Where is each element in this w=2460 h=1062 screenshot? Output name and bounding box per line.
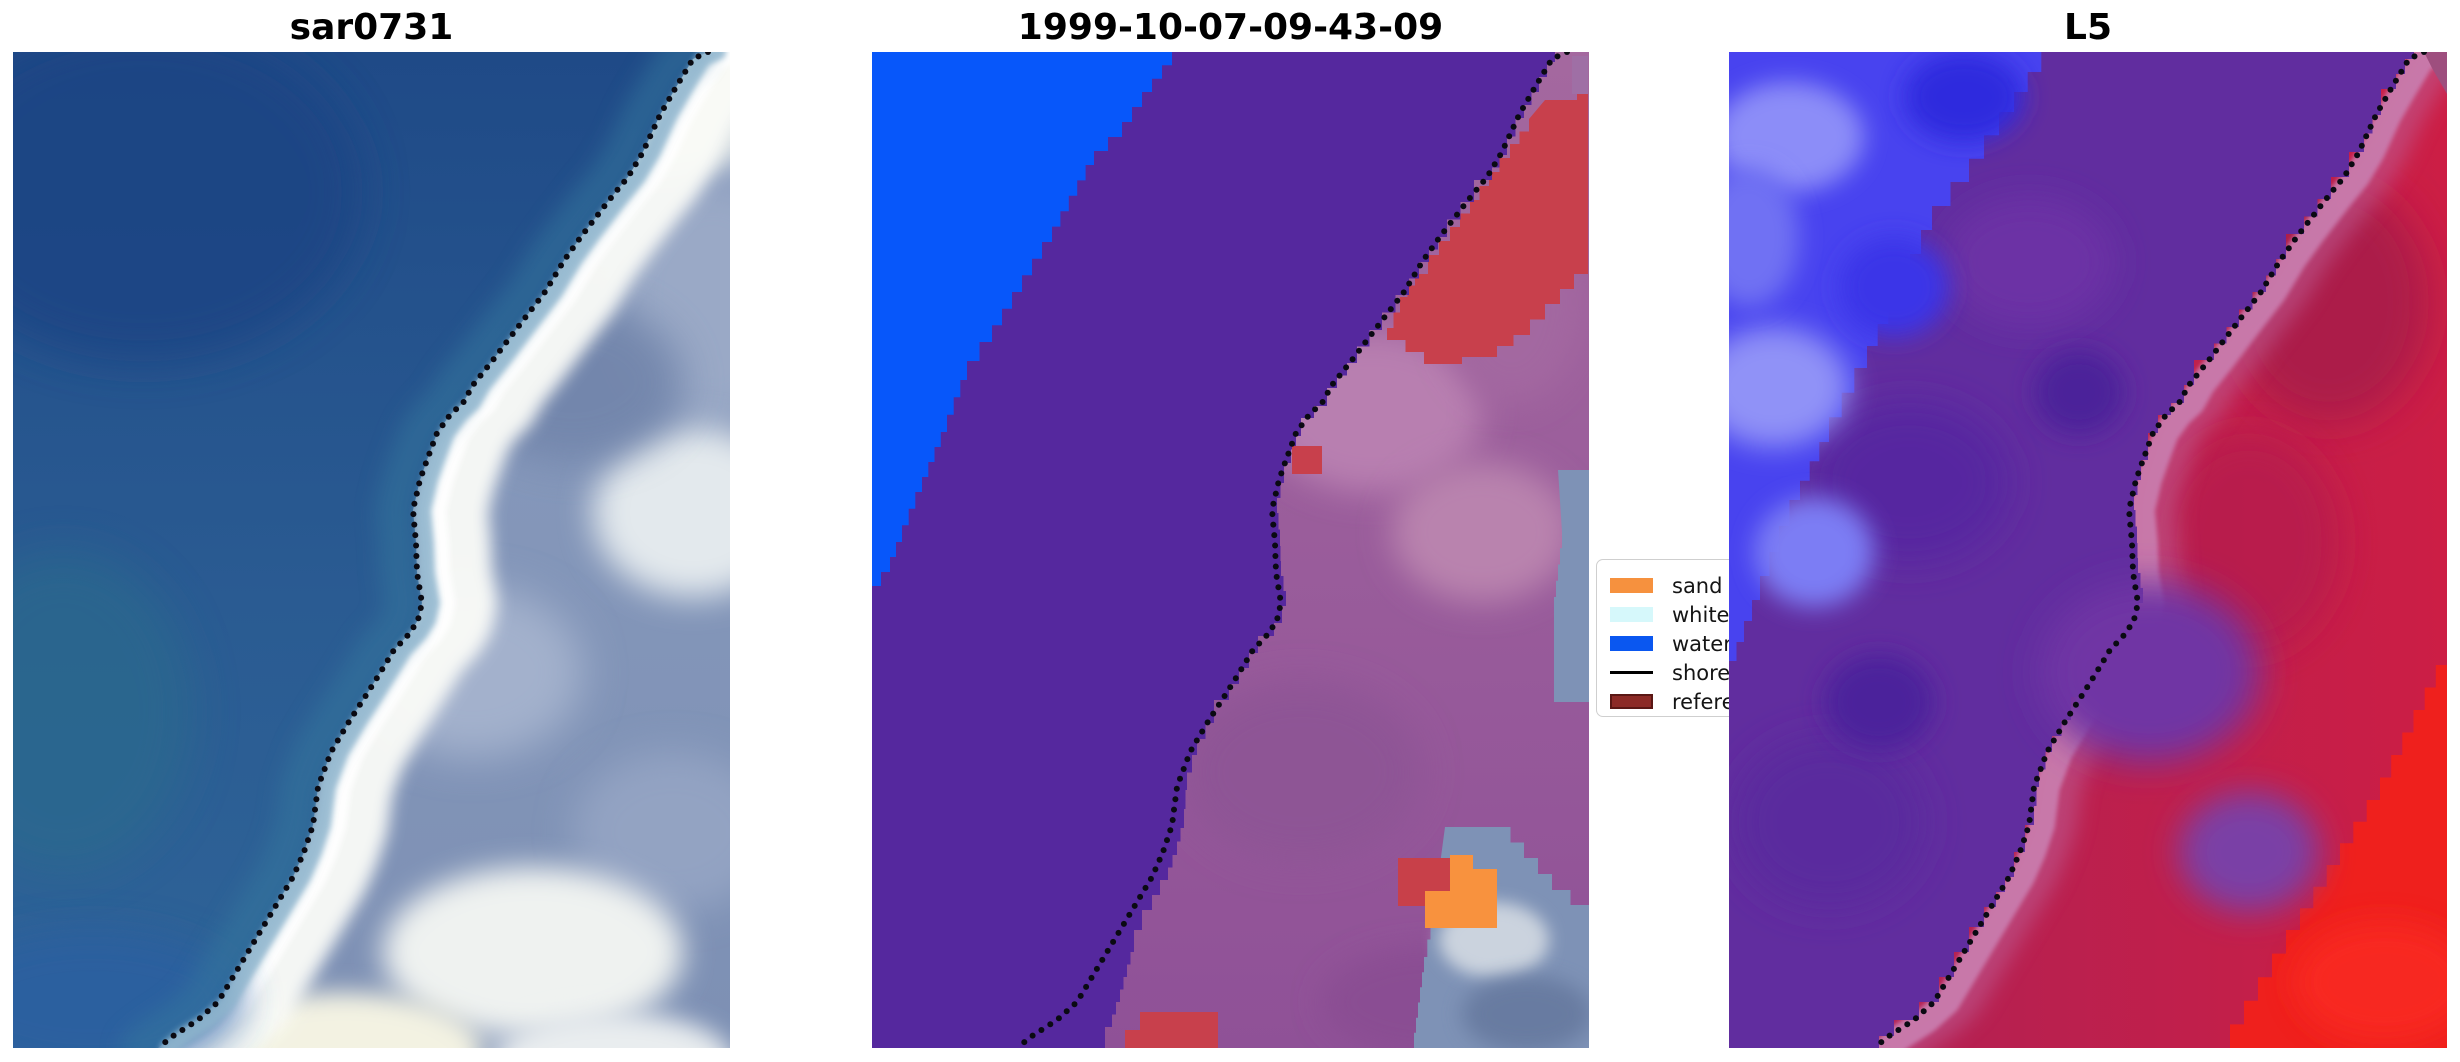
legend-item-water: water bbox=[1610, 629, 1800, 658]
panel-title-l5: L5 bbox=[2064, 7, 2112, 48]
sar-image bbox=[13, 52, 730, 1048]
water-color-swatch bbox=[1610, 636, 1653, 651]
classification-image-panel bbox=[872, 52, 1589, 1048]
shoreline-line-swatch bbox=[1610, 671, 1653, 674]
reference-color-swatch bbox=[1610, 694, 1653, 709]
l5-image bbox=[1729, 52, 2447, 1048]
legend-label: water bbox=[1672, 631, 1732, 656]
class-image bbox=[872, 52, 1589, 1048]
panel-title-datetime: 1999-10-07-09-43-09 bbox=[1017, 7, 1444, 48]
whitewater-color-swatch bbox=[1610, 607, 1653, 622]
panel-title-sar0731: sar0731 bbox=[289, 7, 454, 48]
l5-image-panel bbox=[1729, 52, 2447, 1048]
sar-image-panel bbox=[13, 52, 730, 1048]
sand-color-swatch bbox=[1610, 578, 1653, 593]
legend-item-sand: sand bbox=[1610, 571, 1800, 600]
legend-label: sand bbox=[1672, 573, 1723, 598]
